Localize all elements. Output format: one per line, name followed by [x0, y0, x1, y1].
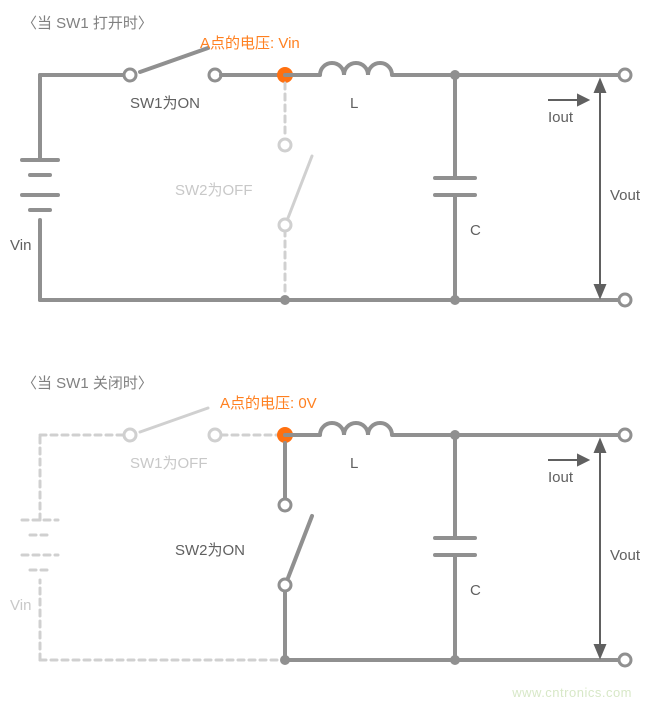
vin-label2: Vin	[10, 597, 31, 614]
circuit-sw1-off: 〈当 SW1 关闭时〉	[0, 360, 660, 720]
circuit1-svg: A点的电压: Vin SW1为ON SW2为OFF Vin L C Iout V…	[0, 0, 660, 360]
iout-label2: Iout	[548, 469, 574, 486]
circuit-sw1-on: 〈当 SW1 打开时〉	[0, 0, 660, 360]
iout-label: Iout	[548, 109, 574, 126]
inductor	[320, 63, 392, 75]
circuit1-title: 〈当 SW1 打开时〉	[22, 12, 153, 33]
capacitor2	[435, 435, 475, 660]
iout-arrow2	[548, 455, 588, 465]
vin-label: Vin	[10, 237, 31, 254]
sw1-node-left	[124, 69, 136, 81]
vout-label2: Vout	[610, 547, 641, 564]
sw1-label: SW1为ON	[130, 95, 200, 112]
c-label: C	[470, 222, 481, 239]
out-node-top	[619, 69, 631, 81]
sw2-label: SW2为OFF	[175, 182, 253, 199]
sw2-node-top	[279, 139, 291, 151]
left-loop	[22, 75, 625, 300]
sw2-node-bot	[279, 219, 291, 231]
a-voltage-label2: A点的电压: 0V	[220, 395, 317, 412]
circuit2-title: 〈当 SW1 关闭时〉	[22, 372, 153, 393]
c-label2: C	[470, 582, 481, 599]
a-voltage-label: A点的电压: Vin	[200, 35, 300, 52]
l-label: L	[350, 95, 358, 112]
vout-arrow	[595, 80, 605, 297]
l-label2: L	[350, 455, 358, 472]
iout-arrow	[548, 95, 588, 105]
sw2-label2: SW2为ON	[175, 542, 245, 559]
watermark: www.cntronics.com	[512, 685, 632, 700]
sw1	[140, 48, 208, 72]
out-node-bot	[619, 294, 631, 306]
circuit2-svg: A点的电压: 0V SW1为OFF SW2为ON Vin L C Iout Vo…	[0, 360, 660, 720]
sw1-label2: SW1为OFF	[130, 455, 208, 472]
vout-label: Vout	[610, 187, 641, 204]
capacitor	[435, 75, 475, 300]
inductor2	[320, 423, 392, 435]
vout-arrow2	[595, 440, 605, 657]
